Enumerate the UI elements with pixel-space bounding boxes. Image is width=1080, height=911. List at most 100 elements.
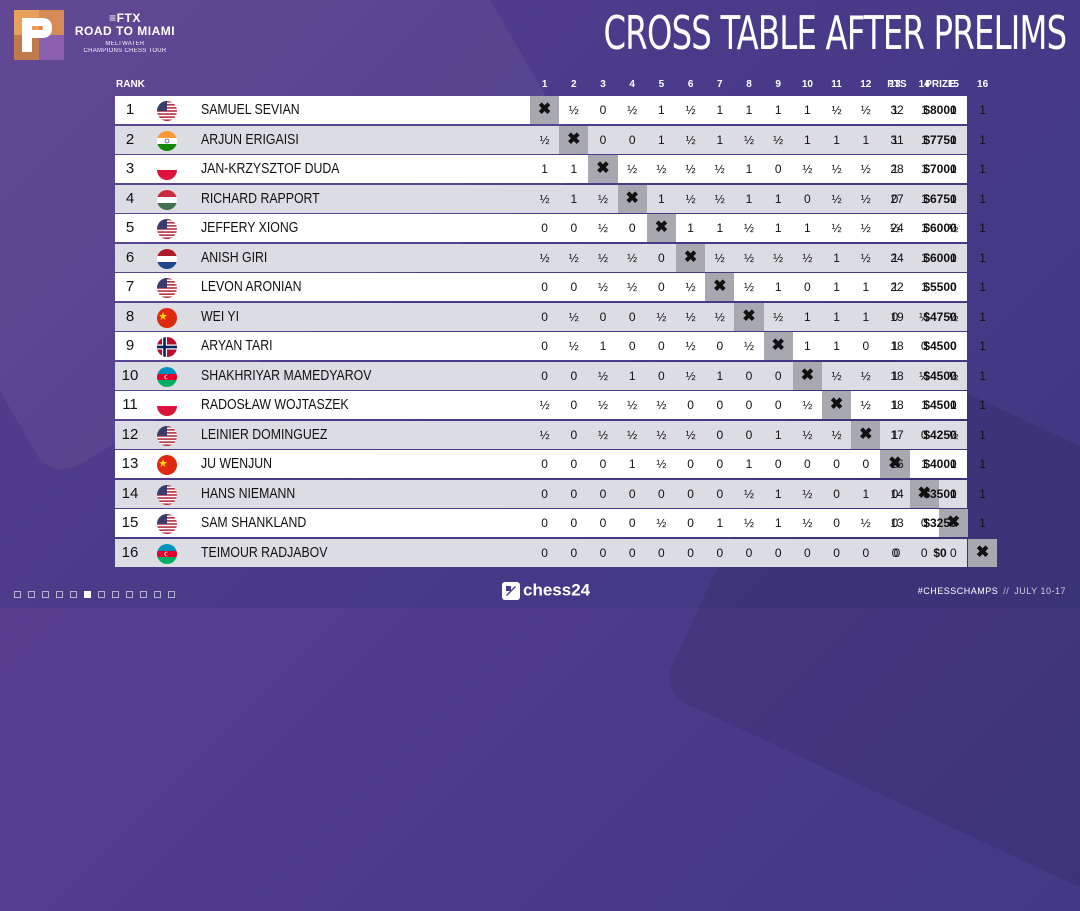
- china-flag-icon: [157, 455, 177, 475]
- slide-dot[interactable]: [28, 591, 35, 599]
- points-cell: 14: [890, 486, 904, 501]
- result-cell: 1: [979, 309, 986, 324]
- rank-cell: 15: [121, 514, 139, 531]
- result-cell: ½: [539, 398, 550, 412]
- player-name: SAMUEL SEVIAN: [201, 101, 300, 118]
- round-header: 16: [977, 79, 989, 90]
- result-cell: 0: [804, 280, 811, 294]
- result-cell: 0: [774, 457, 782, 471]
- result-cell: ½: [597, 221, 608, 235]
- table-row: 15 SAM SHANKLAND 0 0 0 0 ½ 0 1 ½ 1 ½ 0 ½ 0 0 ✖ 1 13 $3250: [115, 509, 986, 537]
- result-cell: 1: [979, 221, 986, 235]
- result-cell: 1: [979, 486, 986, 501]
- result-cell: ½: [627, 162, 638, 176]
- player-name: ARYAN TARI: [201, 337, 273, 354]
- player-name: HANS NIEMANN: [201, 484, 296, 502]
- footer-separator: //: [1003, 586, 1010, 596]
- result-cell: ½: [860, 162, 871, 176]
- result-cell: 0: [541, 457, 548, 471]
- result-cell: 1: [774, 103, 782, 117]
- result-cell: 0: [716, 457, 724, 471]
- rank-header: RANK: [116, 79, 145, 90]
- slide-dot-active[interactable]: [84, 591, 91, 599]
- usa-flag-icon: [157, 514, 177, 534]
- result-cell: 1: [745, 191, 753, 206]
- round-header: 15: [947, 79, 959, 90]
- result-cell: ½: [656, 162, 667, 176]
- self-match-cell: ✖: [646, 214, 676, 242]
- slide-dot[interactable]: [140, 591, 147, 599]
- points-cell: 16: [890, 457, 904, 471]
- result-cell: 0: [950, 339, 957, 353]
- result-cell: 1: [570, 191, 578, 206]
- self-match-cell: ✖: [705, 273, 735, 301]
- result-cell: 0: [891, 486, 899, 501]
- result-cell: ½: [539, 132, 550, 147]
- points-cell: 32: [890, 103, 904, 117]
- result-cell: ½: [889, 221, 900, 235]
- result-cell: 1: [979, 427, 986, 442]
- rank-cell: 11: [122, 396, 138, 413]
- brand-ftx: ≡FTX: [109, 11, 141, 25]
- slide-dot[interactable]: [98, 591, 105, 599]
- result-cell: 1: [979, 280, 986, 294]
- result-cell: 0: [920, 516, 928, 530]
- result-cell: ½: [685, 280, 696, 294]
- result-cell: ½: [656, 457, 667, 471]
- result-cell: 1: [745, 162, 753, 176]
- round-header: 4: [629, 79, 635, 90]
- result-cell: 1: [920, 398, 928, 412]
- pts-header: PTS: [887, 79, 907, 90]
- result-cell: ½: [743, 339, 754, 353]
- result-cell: 0: [774, 368, 782, 383]
- points-cell: 28: [890, 162, 904, 176]
- result-cell: 0: [599, 132, 607, 147]
- result-cell: 0: [716, 545, 724, 560]
- result-cell: ½: [597, 250, 608, 265]
- result-cell: 1: [891, 398, 899, 412]
- result-cell: 1: [716, 516, 724, 530]
- result-cell: 1: [658, 132, 665, 147]
- result-cell: ½: [714, 191, 725, 206]
- result-cell: 1: [804, 103, 811, 117]
- round-header: 2: [571, 79, 577, 90]
- hungary-flag-icon: [157, 189, 177, 210]
- rank-cell: 12: [121, 425, 139, 443]
- result-cell: 1: [950, 162, 957, 176]
- result-cell: ½: [743, 221, 754, 235]
- result-cell: ½: [948, 427, 959, 442]
- player-name: ANISH GIRI: [201, 248, 268, 266]
- slide-dot[interactable]: [56, 591, 63, 599]
- result-cell: 1: [979, 339, 986, 353]
- result-cell: 0: [687, 516, 694, 530]
- prize-header: PRIZE: [925, 79, 955, 90]
- slide-dot[interactable]: [126, 591, 133, 599]
- result-cell: 0: [541, 339, 548, 353]
- slide-dot[interactable]: [154, 591, 161, 599]
- slide-dot[interactable]: [42, 591, 49, 599]
- prize-cell: $7750: [923, 132, 957, 147]
- result-cell: ½: [539, 250, 550, 265]
- prize-cell: $4500: [923, 339, 957, 353]
- result-cell: 0: [628, 309, 636, 324]
- page-title: CROSS TABLE AFTER PRELIMS: [603, 6, 1067, 60]
- round-header: 8: [746, 79, 752, 90]
- result-cell: 0: [833, 457, 840, 471]
- tour-logo-icon: [14, 10, 64, 60]
- slide-dot[interactable]: [14, 591, 21, 599]
- result-cell: 0: [862, 545, 870, 560]
- result-cell: 1: [979, 191, 986, 206]
- prize-cell: $7000: [923, 162, 957, 176]
- result-cell: 1: [979, 516, 986, 530]
- slide-dot[interactable]: [70, 591, 77, 599]
- points-cell: 24: [890, 250, 904, 265]
- usa-flag-icon: [157, 484, 177, 505]
- slide-dot[interactable]: [168, 591, 175, 599]
- result-cell: ½: [802, 398, 813, 412]
- result-cell: ½: [743, 250, 754, 265]
- slide-dot[interactable]: [112, 591, 119, 599]
- result-cell: 0: [745, 427, 753, 442]
- points-cell: 24: [890, 221, 904, 235]
- result-cell: 0: [774, 162, 782, 176]
- result-cell: ½: [685, 103, 696, 117]
